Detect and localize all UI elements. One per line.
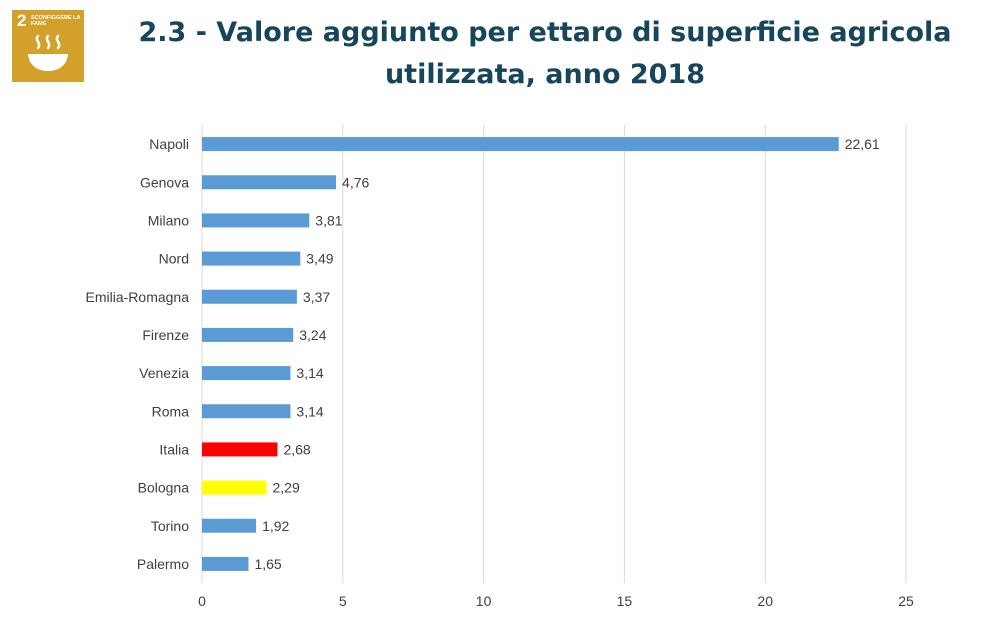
- category-labels: Napoli Genova Milano Nord Emilia-Romagna Fire…: [86, 136, 190, 572]
- value-label: 3,14: [296, 403, 323, 419]
- x-tick-label: 20: [757, 593, 773, 609]
- x-tick-label: 10: [476, 593, 492, 609]
- value-label: 22,61: [845, 136, 880, 152]
- x-axis-ticks: 0 5 10 15 20 25: [198, 593, 914, 609]
- category-label: Napoli: [149, 136, 189, 152]
- value-label: 3,24: [299, 327, 326, 343]
- category-label: Italia: [159, 441, 189, 457]
- x-tick-label: 25: [898, 593, 914, 609]
- x-tick-label: 0: [198, 593, 206, 609]
- bar: [202, 366, 291, 381]
- category-label: Palermo: [137, 556, 189, 572]
- category-label: Torino: [151, 518, 189, 534]
- value-label: 3,14: [296, 365, 323, 381]
- bars: [202, 137, 839, 571]
- value-label: 3,49: [306, 251, 333, 267]
- category-label: Venezia: [139, 365, 189, 381]
- bar: [202, 251, 301, 266]
- value-label: 3,81: [315, 212, 342, 228]
- chart-title: 2.3 - Valore aggiunto per ettaro di supe…: [138, 17, 952, 90]
- category-label: Emilia-Romagna: [86, 289, 190, 305]
- bar: [202, 556, 249, 571]
- bar: [202, 175, 337, 190]
- x-tick-label: 5: [339, 593, 347, 609]
- value-label: 1,65: [254, 556, 281, 572]
- sdg-badge: 2 SCONFIGGERE LA FAME: [12, 10, 84, 82]
- category-label: Roma: [152, 403, 190, 419]
- bar: [202, 518, 257, 533]
- value-labels: 22,61 4,76 3,81 3,49 3,37 3,24 3,14 3,14 2,68 2,2…: [254, 136, 879, 572]
- x-tick-label: 15: [617, 593, 633, 609]
- category-label: Nord: [159, 251, 189, 267]
- sdg-badge-number: 2: [17, 11, 27, 30]
- category-label: Firenze: [142, 327, 189, 343]
- bar: [202, 289, 297, 304]
- value-label: 2,29: [272, 480, 299, 496]
- bar: [202, 442, 278, 457]
- category-label: Bologna: [138, 480, 190, 496]
- value-label: 3,37: [303, 289, 330, 305]
- bar: [202, 327, 294, 342]
- value-label: 1,92: [262, 518, 289, 534]
- bar: [202, 404, 291, 419]
- bar: [202, 213, 310, 228]
- sdg-badge-text: SCONFIGGERE LA FAME: [31, 15, 81, 27]
- category-label: Milano: [148, 212, 189, 228]
- value-label: 2,68: [283, 441, 310, 457]
- category-label: Genova: [140, 174, 189, 190]
- food-bowl-icon: [28, 34, 68, 71]
- bar: [202, 137, 839, 152]
- gridlines: [201, 125, 907, 583]
- value-label: 4,76: [342, 174, 369, 190]
- bar: [202, 480, 267, 495]
